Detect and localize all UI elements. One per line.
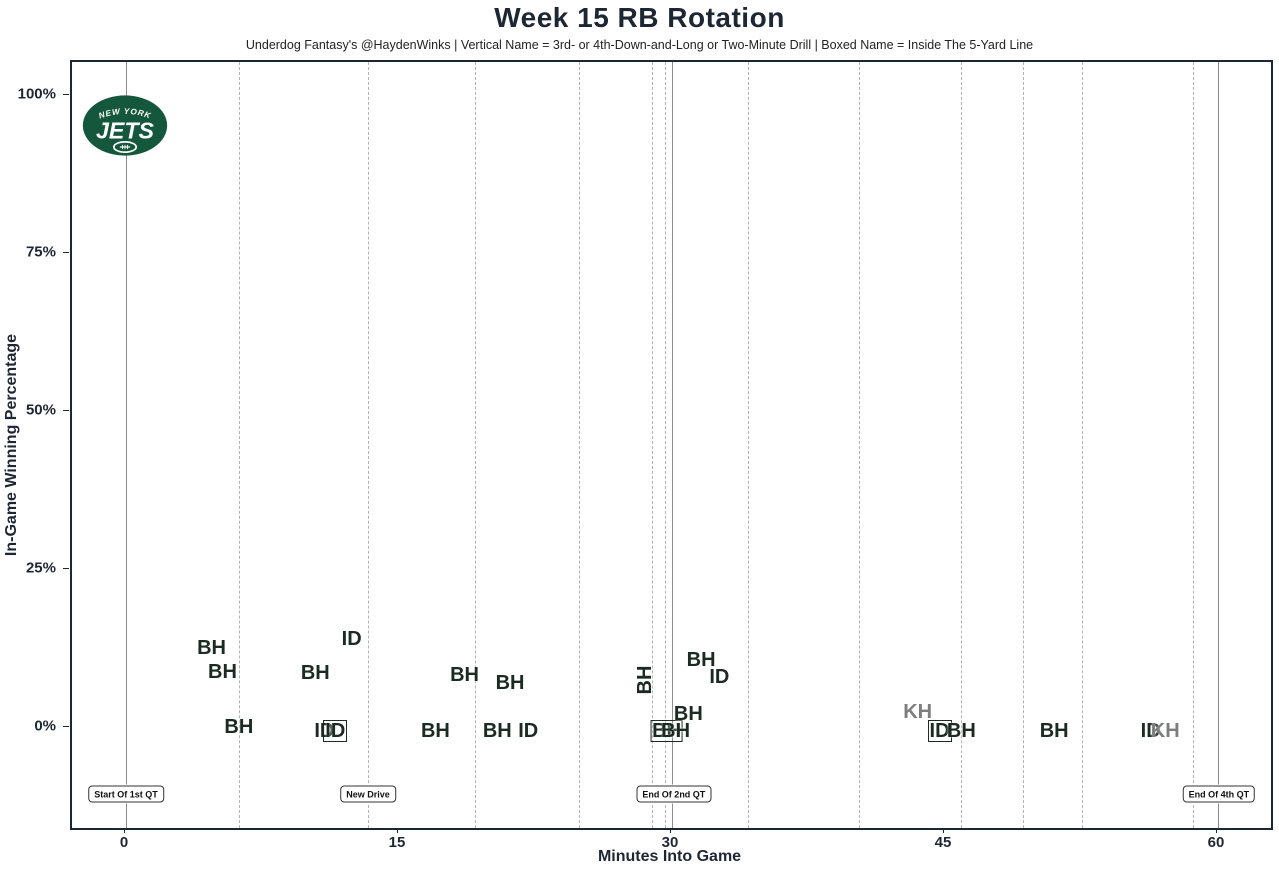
player-snap-label: BH [686, 648, 716, 671]
player-snap-label: ID [518, 719, 539, 742]
new-drive-line [368, 62, 370, 828]
x-tick-label: 0 [119, 834, 129, 851]
player-snap-label: BH [650, 719, 683, 742]
player-snap-label: ID [323, 719, 348, 742]
x-axis-title: Minutes Into Game [597, 848, 742, 865]
player-snap-label: BH [673, 703, 703, 726]
plot-area: NEW YORK JETS BH BH BH BH ID ID ID BH BH BH BH ID BH… [70, 60, 1273, 830]
player-snap-label: BH [450, 663, 479, 686]
player-snap-label: ID [709, 665, 730, 688]
x-tick-label: 45 [934, 834, 952, 851]
y-axis-title: In-Game Winning Percentage [3, 333, 20, 557]
y-tick-label: 50% [25, 401, 56, 419]
x-tick-mark [943, 828, 944, 833]
x-tick-mark [1216, 828, 1217, 833]
y-tick-mark [63, 568, 69, 569]
quarter-line [126, 62, 127, 828]
y-tick-label: 75% [25, 243, 56, 261]
x-tick-label: 30 [661, 834, 679, 851]
quarter-line [672, 62, 673, 828]
chart-subtitle: Underdog Fantasy's @HaydenWinks | Vertic… [245, 38, 1034, 52]
game-state-annotation: End Of 2nd QT [636, 785, 712, 803]
player-snap-label: ID [1140, 719, 1161, 742]
new-drive-line [238, 62, 240, 828]
quarter-line [1218, 62, 1219, 828]
y-tick-mark [63, 410, 69, 411]
new-drive-line [664, 62, 666, 828]
svg-text:JETS: JETS [96, 117, 155, 143]
player-snap-label: KH [903, 701, 933, 724]
new-drive-line [651, 62, 653, 828]
player-snap-label: BH [495, 672, 525, 695]
new-drive-line [748, 62, 750, 828]
player-snap-label: ID [927, 719, 952, 742]
new-drive-line [859, 62, 861, 828]
new-drive-line [961, 62, 963, 828]
x-tick-label: 60 [1207, 834, 1225, 851]
y-tick-label: 0% [34, 717, 56, 735]
player-snap-label: BH [224, 715, 254, 738]
new-drive-line [1081, 62, 1083, 828]
x-tick-mark [397, 828, 398, 833]
x-tick-mark [670, 828, 671, 833]
x-tick-mark [124, 828, 125, 833]
player-snap-label: BH [661, 719, 691, 742]
player-snap-label: BH [197, 636, 226, 659]
new-drive-line [1192, 62, 1194, 828]
player-snap-label: ID [341, 627, 362, 650]
x-tick-label: 15 [388, 834, 406, 851]
player-snap-label: KH [1150, 719, 1180, 742]
new-drive-line [1023, 62, 1025, 828]
game-state-annotation: Start Of 1st QT [88, 785, 164, 803]
player-snap-label: BH [1039, 719, 1069, 742]
y-tick-mark [63, 94, 69, 95]
game-state-annotation: New Drive [340, 785, 396, 803]
y-tick-mark [63, 726, 69, 727]
y-tick-mark [63, 252, 69, 253]
chart-title: Week 15 RB Rotation [494, 2, 785, 33]
game-state-annotation: End Of 4th QT [1182, 785, 1256, 803]
player-snap-label: BH [633, 665, 656, 695]
new-drive-line [475, 62, 477, 828]
player-snap-label: ID [314, 719, 335, 742]
player-snap-label: BH [946, 719, 976, 742]
y-tick-label: 25% [25, 559, 56, 577]
player-snap-label: BH [300, 662, 330, 685]
player-snap-label: BH [482, 719, 512, 742]
player-snap-label: BH [420, 719, 450, 742]
new-drive-line [579, 62, 581, 828]
y-tick-label: 100% [17, 85, 56, 103]
player-snap-label: BH [208, 660, 237, 683]
jets-logo: NEW YORK JETS [82, 93, 168, 164]
